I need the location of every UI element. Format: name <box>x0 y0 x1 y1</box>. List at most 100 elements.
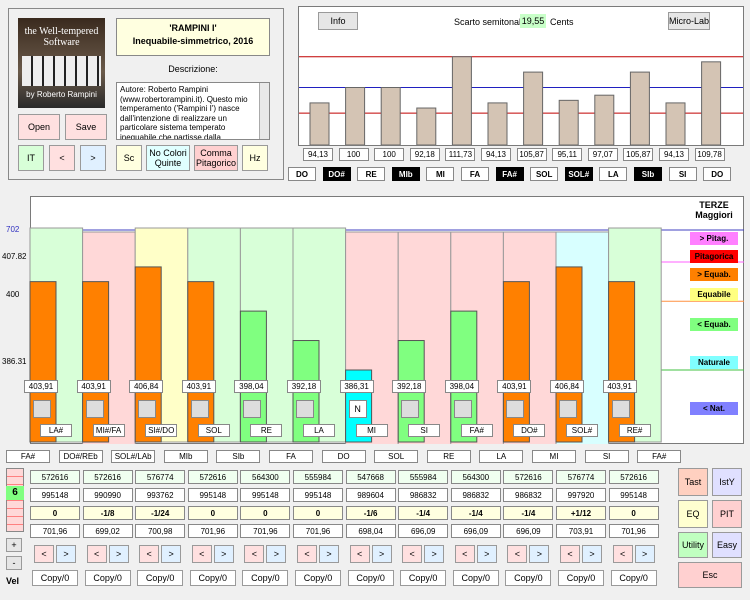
key-button-11[interactable] <box>611 400 630 418</box>
microlab-button[interactable]: Micro-Lab <box>668 12 710 30</box>
top-note-0[interactable]: DO <box>288 167 316 181</box>
top-note-11[interactable]: SI <box>668 167 697 181</box>
comma-button[interactable]: Comma Pitagorico <box>194 145 238 171</box>
hz-button[interactable]: Hz <box>242 145 268 171</box>
top-note-1[interactable]: DO# <box>322 167 351 181</box>
copy-button-7[interactable]: Copy/0 <box>400 570 447 586</box>
up-arrow-button-5[interactable]: > <box>319 545 339 563</box>
key-button-10[interactable] <box>559 400 577 418</box>
up-arrow-button-7[interactable]: > <box>424 545 445 563</box>
up-arrow-button-2[interactable]: > <box>161 545 182 563</box>
down-arrow-button-3[interactable]: < <box>191 545 212 563</box>
up-arrow-button-11[interactable]: > <box>634 545 655 563</box>
semitone-value-3: 92,18 <box>409 148 440 161</box>
description-scrollbar[interactable] <box>259 83 269 139</box>
copy-button-9[interactable]: Copy/0 <box>505 570 552 586</box>
comma-5[interactable]: 0 <box>293 506 343 520</box>
semitone-value-1: 100 <box>338 148 369 161</box>
copy-button-3[interactable]: Copy/0 <box>189 570 236 586</box>
pit-button[interactable]: PIT <box>712 500 742 528</box>
comma-10[interactable]: +1/12 <box>556 506 606 520</box>
no-colori-button[interactable]: No Colori Quinte <box>146 145 190 171</box>
copy-button-6[interactable]: Copy/0 <box>347 570 394 586</box>
comma-2[interactable]: -1/24 <box>135 506 186 520</box>
comma-0[interactable]: 0 <box>30 506 80 520</box>
up-arrow-button-1[interactable]: > <box>108 545 129 563</box>
key-button-1[interactable] <box>85 400 104 418</box>
key-button-6[interactable]: N <box>348 400 367 418</box>
third-value-2: 406,84 <box>129 380 164 393</box>
up-arrow-button-10[interactable]: > <box>582 545 602 563</box>
down-arrow-button-10[interactable]: < <box>560 545 580 563</box>
down-arrow-button-11[interactable]: < <box>612 545 633 563</box>
top-note-12[interactable]: DO <box>703 167 732 181</box>
comma-8[interactable]: -1/4 <box>450 506 501 520</box>
down-arrow-button-6[interactable]: < <box>349 545 370 563</box>
info-button[interactable]: Info <box>318 12 358 30</box>
copy-button-4[interactable]: Copy/0 <box>242 570 289 586</box>
down-arrow-button-1[interactable]: < <box>86 545 107 563</box>
save-button[interactable]: Save <box>65 114 107 140</box>
copy-button-0[interactable]: Copy/0 <box>32 570 78 586</box>
top-note-2[interactable]: RE <box>357 167 386 181</box>
up-arrow-button-0[interactable]: > <box>56 545 76 563</box>
tast-button[interactable]: Tast <box>678 468 708 496</box>
down-arrow-button-2[interactable]: < <box>139 545 160 563</box>
copy-button-2[interactable]: Copy/0 <box>137 570 184 586</box>
copy-button-11[interactable]: Copy/0 <box>610 570 657 586</box>
down-arrow-button-9[interactable]: < <box>507 545 528 563</box>
up-arrow-button-8[interactable]: > <box>476 545 497 563</box>
open-button[interactable]: Open <box>18 114 60 140</box>
copy-button-1[interactable]: Copy/0 <box>84 570 131 586</box>
description-box[interactable]: Autore: Roberto Rampini (www.robertoramp… <box>116 82 270 140</box>
top-note-7[interactable]: SOL <box>530 167 559 181</box>
down-arrow-button-4[interactable]: < <box>244 545 265 563</box>
up-arrow-button-4[interactable]: > <box>266 545 287 563</box>
comma-4[interactable]: 0 <box>240 506 291 520</box>
top-note-8[interactable]: SOL# <box>564 167 593 181</box>
up-arrow-button-6[interactable]: > <box>371 545 392 563</box>
key-button-8[interactable] <box>453 400 472 418</box>
plus-button[interactable]: + <box>6 538 22 552</box>
key-button-4[interactable] <box>243 400 262 418</box>
comma-3[interactable]: 0 <box>187 506 238 520</box>
isty-button[interactable]: IstY <box>712 468 742 496</box>
comma-1[interactable]: -1/8 <box>82 506 133 520</box>
comma-7[interactable]: -1/4 <box>398 506 449 520</box>
top-note-9[interactable]: LA <box>599 167 628 181</box>
semitone-bar-11 <box>701 61 722 145</box>
key-button-3[interactable] <box>190 400 209 418</box>
copy-button-10[interactable]: Copy/0 <box>558 570 604 586</box>
top-note-10[interactable]: SIb <box>634 167 662 181</box>
key-button-7[interactable] <box>401 400 420 418</box>
up-arrow-button-9[interactable]: > <box>529 545 550 563</box>
freq-b-0: 995148 <box>30 488 80 502</box>
copy-button-8[interactable]: Copy/0 <box>452 570 499 586</box>
sc-button[interactable]: Sc <box>116 145 142 171</box>
top-note-6[interactable]: FA# <box>495 167 524 181</box>
utility-button[interactable]: Utility <box>678 532 708 558</box>
key-button-2[interactable] <box>138 400 157 418</box>
down-arrow-button-5[interactable]: < <box>297 545 317 563</box>
key-button-5[interactable] <box>296 400 314 418</box>
comma-11[interactable]: 0 <box>608 506 659 520</box>
comma-9[interactable]: -1/4 <box>503 506 554 520</box>
down-arrow-button-7[interactable]: < <box>402 545 423 563</box>
key-button-0[interactable] <box>33 400 51 418</box>
top-note-4[interactable]: MI <box>426 167 455 181</box>
top-note-5[interactable]: FA <box>461 167 489 181</box>
up-arrow-button-3[interactable]: > <box>213 545 234 563</box>
key-button-9[interactable] <box>506 400 525 418</box>
it-button[interactable]: IT <box>18 145 44 171</box>
down-arrow-button-0[interactable]: < <box>34 545 54 563</box>
next-button[interactable]: > <box>80 145 106 171</box>
comma-6[interactable]: -1/6 <box>345 506 396 520</box>
easy-button[interactable]: Easy <box>712 532 742 558</box>
minus-button[interactable]: - <box>6 556 22 570</box>
eq-button[interactable]: EQ <box>678 500 708 528</box>
prev-button[interactable]: < <box>49 145 75 171</box>
esc-button[interactable]: Esc <box>678 562 742 588</box>
top-note-3[interactable]: MIb <box>391 167 420 181</box>
copy-button-5[interactable]: Copy/0 <box>295 570 341 586</box>
down-arrow-button-8[interactable]: < <box>454 545 475 563</box>
